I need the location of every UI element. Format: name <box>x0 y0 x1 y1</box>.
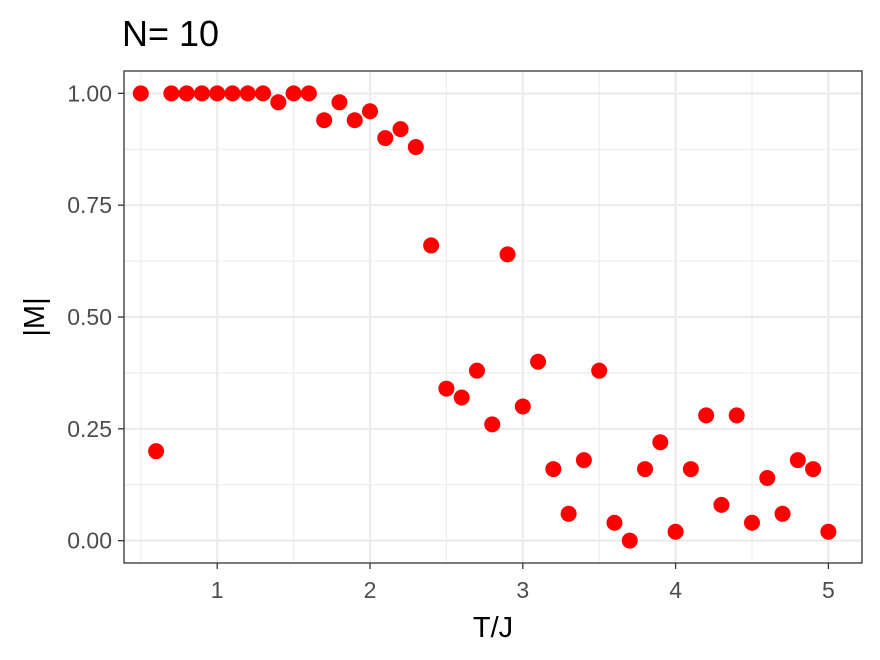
data-point <box>805 461 822 478</box>
y-tick-label: 0.50 <box>67 304 112 330</box>
data-point <box>178 85 195 102</box>
data-point <box>682 461 699 478</box>
chart-title: N= 10 <box>122 13 219 54</box>
axes: 1 2 3 4 5 0.00 0.25 0.50 0.75 1.00 <box>67 80 835 603</box>
data-point <box>392 121 409 138</box>
y-tick-label: 0.00 <box>67 528 112 554</box>
data-point <box>820 523 837 540</box>
x-tick-label: 2 <box>364 577 377 603</box>
data-point <box>667 523 684 540</box>
data-point <box>789 452 806 469</box>
data-point <box>239 85 256 102</box>
data-point <box>148 443 165 460</box>
data-point <box>362 103 378 120</box>
data-point <box>331 94 348 111</box>
y-tick-label: 0.75 <box>67 192 112 218</box>
data-point <box>606 514 623 531</box>
data-point <box>530 353 547 370</box>
x-tick-label: 3 <box>516 577 529 603</box>
data-point <box>484 416 501 433</box>
data-point <box>270 94 287 111</box>
data-point <box>193 85 210 102</box>
data-point <box>346 112 363 129</box>
data-point <box>377 130 394 147</box>
data-point <box>637 461 654 478</box>
data-point <box>575 452 592 469</box>
data-point <box>407 139 424 156</box>
data-point <box>499 246 516 263</box>
data-point <box>468 362 485 379</box>
data-point <box>438 380 455 397</box>
data-point <box>591 362 608 379</box>
data-points <box>132 85 837 549</box>
y-axis-label: |M| <box>19 297 51 336</box>
data-point <box>545 461 562 478</box>
data-point <box>423 237 440 254</box>
data-point <box>514 398 531 415</box>
data-point <box>300 85 317 102</box>
grid-lines <box>124 71 862 563</box>
data-point <box>774 505 791 522</box>
data-point <box>652 434 669 451</box>
data-point <box>713 496 730 513</box>
data-point <box>285 85 302 102</box>
x-axis-label: T/J <box>473 612 513 644</box>
y-tick-label: 0.25 <box>67 416 112 442</box>
data-point <box>209 85 226 102</box>
data-point <box>698 407 715 424</box>
data-point <box>163 85 180 102</box>
data-point <box>255 85 272 102</box>
x-tick-label: 1 <box>211 577 224 603</box>
data-point <box>621 532 638 549</box>
data-point <box>743 514 760 531</box>
data-point <box>728 407 745 424</box>
x-tick-label: 5 <box>822 577 835 603</box>
data-point <box>759 470 776 487</box>
x-tick-label: 4 <box>669 577 682 603</box>
data-point <box>224 85 241 102</box>
data-point <box>132 85 149 102</box>
data-point <box>316 112 333 129</box>
data-point <box>560 505 577 522</box>
data-point <box>453 389 470 406</box>
y-tick-label: 1.00 <box>67 80 112 106</box>
